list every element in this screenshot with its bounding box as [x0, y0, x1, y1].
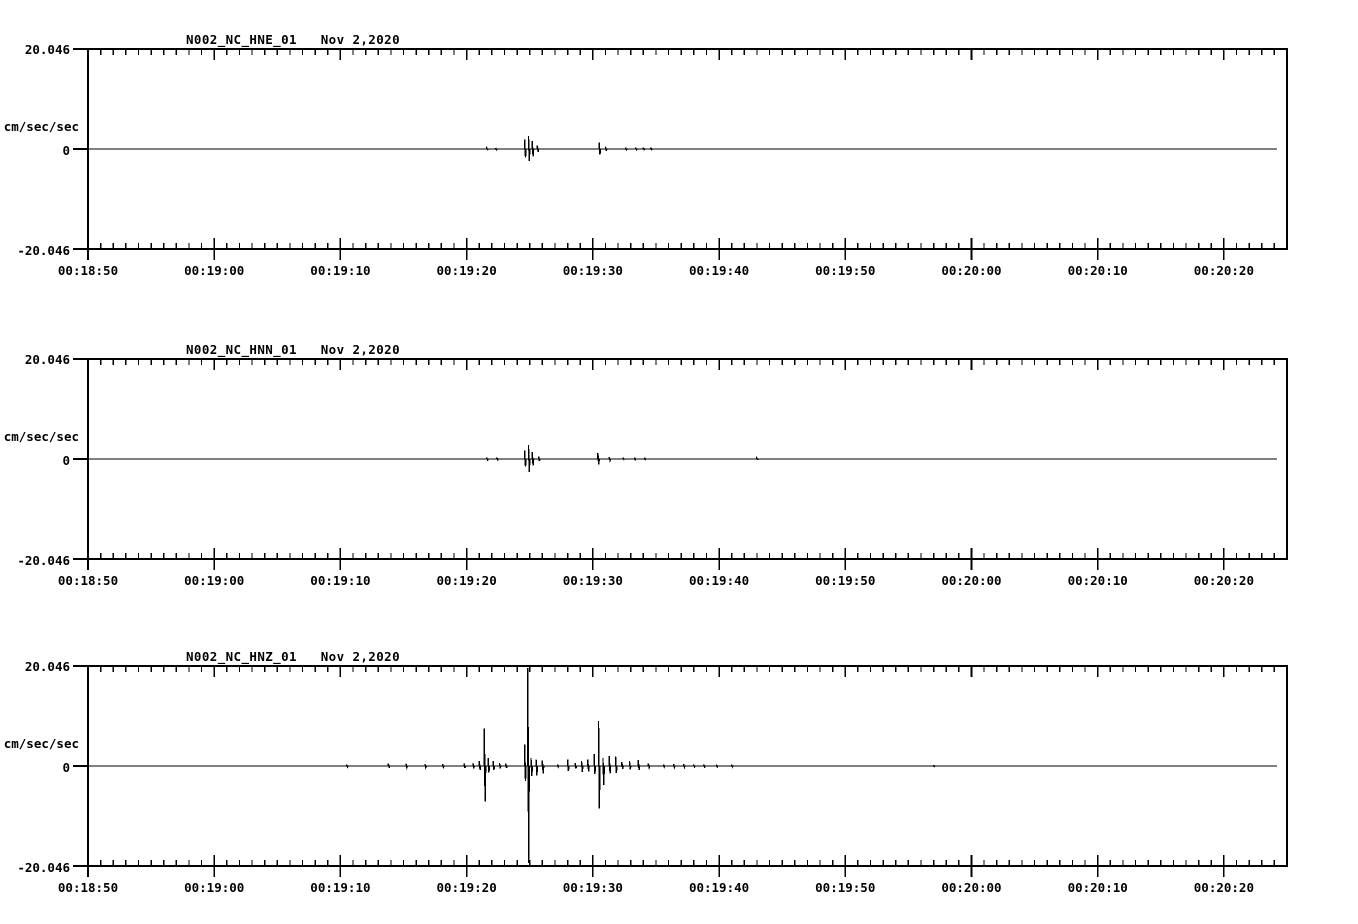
panel-title-hne: N002_NC_HNE_01 Nov 2,2020 [186, 32, 400, 47]
x-tick-label: 00:19:10 [310, 263, 370, 278]
x-tick-label: 00:20:10 [1068, 263, 1128, 278]
x-tick-label: 00:20:00 [941, 263, 1001, 278]
x-tick-label: 00:19:20 [437, 880, 497, 895]
y-axis-labels-hnn: 20.046 cm/sec/sec 0 -20.046 [4, 352, 79, 568]
plot-frame-hnn [73, 358, 1288, 570]
y-axis-labels-hnz: 20.046 cm/sec/sec 0 -20.046 [4, 659, 79, 875]
x-tick-label: 00:20:00 [941, 573, 1001, 588]
x-tick-label: 00:19:30 [563, 880, 623, 895]
plot-frame-hnz [73, 665, 1288, 877]
seismogram-panel-hne: N002_NC_HNE_01 Nov 2,2020 20.046 cm/sec/… [0, 0, 1358, 300]
x-tick-label: 00:19:10 [310, 573, 370, 588]
panel-svg-hnz: 20.046 cm/sec/sec 0 -20.046 00:18:50 00:1… [4, 659, 1288, 895]
ytick-bottom-hnz: -20.046 [17, 860, 70, 875]
x-tick-label: 00:19:00 [184, 880, 244, 895]
x-tick-label: 00:19:30 [563, 573, 623, 588]
x-tick-label: 00:19:50 [815, 573, 875, 588]
x-tick-label: 00:20:20 [1194, 263, 1254, 278]
x-tick-label: 00:19:10 [310, 880, 370, 895]
y-axis-unit-hne: cm/sec/sec [4, 119, 79, 134]
x-tick-labels-hnz: 00:18:50 00:19:00 00:19:10 00:19:20 00:19:30… [58, 880, 1254, 895]
x-tick-label: 00:19:40 [689, 573, 749, 588]
x-tick-labels-hnn: 00:18:50 00:19:00 00:19:10 00:19:20 00:19:30… [58, 573, 1254, 588]
ytick-bottom-hne: -20.046 [17, 243, 70, 258]
ytick-mid-hne: 0 [62, 143, 70, 158]
panel-title-hnz: N002_NC_HNZ_01 Nov 2,2020 [186, 649, 400, 664]
ytick-mid-hnn: 0 [62, 453, 70, 468]
x-tick-label: 00:20:20 [1194, 880, 1254, 895]
x-tick-label: 00:19:40 [689, 880, 749, 895]
x-tick-label: 00:19:40 [689, 263, 749, 278]
x-tick-label: 00:18:50 [58, 263, 118, 278]
panel-title-hnn: N002_NC_HNN_01 Nov 2,2020 [186, 342, 400, 357]
x-tick-label: 00:20:10 [1068, 573, 1128, 588]
waveform-trace-hnn [88, 445, 1277, 473]
x-tick-label: 00:18:50 [58, 573, 118, 588]
waveform-trace-hnz [88, 668, 1277, 863]
y-axis-unit-hnn: cm/sec/sec [4, 429, 79, 444]
waveform-trace-hne [88, 136, 1277, 162]
ytick-mid-hnz: 0 [62, 760, 70, 775]
x-tick-labels-hne: 00:18:50 00:19:00 00:19:10 00:19:20 00:19:30… [58, 263, 1254, 278]
x-tick-label: 00:19:20 [437, 263, 497, 278]
panel-svg-hne: 20.046 cm/sec/sec 0 -20.046 00:18:50 00:1… [4, 42, 1288, 278]
x-tick-label: 00:19:30 [563, 263, 623, 278]
ytick-bottom-hnn: -20.046 [17, 553, 70, 568]
x-tick-label: 00:19:00 [184, 263, 244, 278]
y-axis-unit-hnz: cm/sec/sec [4, 736, 79, 751]
x-tick-label: 00:19:50 [815, 263, 875, 278]
x-tick-label: 00:19:20 [437, 573, 497, 588]
seismogram-panel-hnn: N002_NC_HNN_01 Nov 2,2020 20.046 cm/sec/… [0, 310, 1358, 610]
panel-svg-hnn: 20.046 cm/sec/sec 0 -20.046 00:18:50 00:1… [4, 352, 1288, 588]
x-tick-label: 00:20:20 [1194, 573, 1254, 588]
ytick-top-hne: 20.046 [25, 42, 70, 57]
ytick-top-hnn: 20.046 [25, 352, 70, 367]
y-axis-labels-hne: 20.046 cm/sec/sec 0 -20.046 [4, 42, 79, 258]
seismogram-panel-hnz: N002_NC_HNZ_01 Nov 2,2020 20.046 cm/sec/… [0, 617, 1358, 924]
x-tick-label: 00:19:00 [184, 573, 244, 588]
x-tick-label: 00:19:50 [815, 880, 875, 895]
x-tick-label: 00:20:00 [941, 880, 1001, 895]
x-tick-label: 00:20:10 [1068, 880, 1128, 895]
x-tick-label: 00:18:50 [58, 880, 118, 895]
plot-frame-hne [73, 48, 1288, 260]
ytick-top-hnz: 20.046 [25, 659, 70, 674]
